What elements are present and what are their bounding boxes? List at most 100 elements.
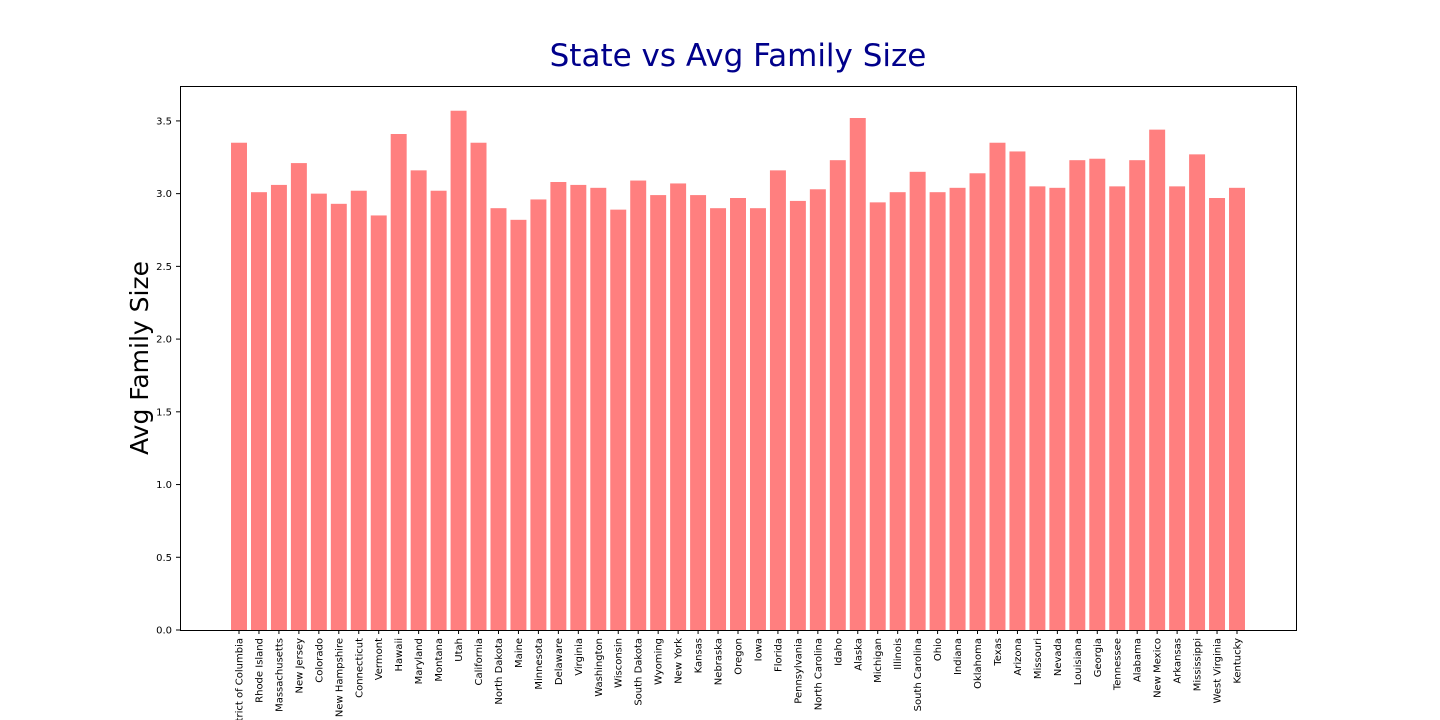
bar	[570, 184, 587, 630]
y-tick-label: 0.0	[156, 626, 172, 637]
bar	[290, 163, 307, 630]
bar	[330, 203, 347, 630]
bar	[410, 170, 427, 631]
bar	[610, 209, 627, 630]
x-tick-label: Connecticut	[354, 638, 365, 698]
y-axis-title: Avg Family Size	[125, 261, 154, 455]
x-tick-label: Pennsylvania	[793, 638, 804, 704]
x-tick-label: Oregon	[734, 638, 745, 675]
bar	[510, 219, 527, 630]
x-tick-label: Michigan	[873, 638, 884, 683]
bar	[829, 160, 846, 630]
bar	[1089, 158, 1106, 631]
bar	[1229, 187, 1245, 630]
bar	[350, 190, 367, 631]
bar	[849, 118, 866, 630]
bar	[1189, 154, 1206, 631]
bar	[470, 142, 487, 631]
bar	[490, 208, 507, 630]
x-tick-label: Georgia	[1093, 638, 1104, 677]
y-tick-label: 3.0	[156, 189, 172, 200]
x-tick-label: Montana	[434, 638, 445, 682]
bar	[231, 142, 247, 631]
bar	[450, 110, 467, 631]
x-tick-label: South Carolina	[913, 638, 924, 711]
x-tick-label: Kentucky	[1233, 638, 1244, 684]
x-tick-label: Vermont	[374, 638, 385, 680]
x-tick-label: Ohio	[933, 638, 944, 661]
bar	[1069, 160, 1086, 630]
bar	[1049, 187, 1066, 630]
x-tick-label: Delaware	[554, 638, 565, 685]
y-tick-label: 1.0	[156, 480, 172, 491]
bar	[889, 192, 906, 630]
bar	[809, 189, 826, 630]
x-tick-label: Nevada	[1053, 638, 1064, 676]
bars-layer	[231, 110, 1245, 631]
y-tick-label: 1.5	[156, 407, 172, 418]
bar	[390, 134, 407, 630]
x-tick-label: South Dakota	[634, 638, 645, 706]
x-tick-label: North Carolina	[813, 638, 824, 710]
x-tick-label: Maine	[514, 638, 525, 668]
bar	[670, 183, 687, 630]
x-tick-label: Iowa	[753, 638, 764, 661]
y-tick-label: 2.5	[156, 262, 172, 273]
x-tick-label: California	[474, 638, 485, 686]
bar	[969, 173, 986, 630]
bar	[769, 170, 786, 631]
bar	[869, 202, 886, 631]
x-tick-label: Colorado	[314, 638, 325, 683]
x-tick-label: Kansas	[694, 638, 705, 673]
x-tick-label: Maryland	[414, 638, 425, 684]
x-tick-label: District of Columbia	[235, 638, 246, 720]
x-tick-label: Arkansas	[1173, 638, 1184, 684]
bar	[1149, 129, 1166, 630]
x-tick-label: Minnesota	[534, 638, 545, 690]
x-tick-label: Arizona	[1013, 638, 1024, 676]
x-tick-label: Massachusetts	[274, 638, 285, 712]
x-axis: District of Columbia Rhode Island Massachu…	[235, 630, 1244, 720]
y-tick-label: 0.5	[156, 553, 172, 564]
x-tick-label: New Jersey	[294, 638, 305, 694]
x-tick-label: Texas	[993, 638, 1004, 667]
x-tick-label: Alaska	[853, 638, 864, 671]
y-tick-label: 2.0	[156, 335, 172, 346]
bar	[530, 199, 547, 630]
bar	[550, 182, 567, 630]
bar	[370, 215, 387, 630]
bar	[430, 190, 447, 631]
x-tick-label: Utah	[454, 638, 465, 662]
bar	[1209, 198, 1226, 630]
bar	[989, 142, 1006, 631]
bar	[730, 198, 746, 630]
y-axis: 0.0 0.5 1.0 1.5 2.0 2.5 3.0 3.5	[156, 116, 180, 637]
x-tick-label: New Mexico	[1153, 638, 1164, 698]
bar	[630, 180, 647, 631]
x-tick-label: Louisiana	[1073, 638, 1084, 685]
x-tick-label: Florida	[773, 638, 784, 672]
x-tick-label: Virginia	[574, 638, 585, 676]
bar	[749, 208, 766, 630]
bar	[909, 171, 926, 630]
bar	[270, 184, 287, 630]
x-tick-label: New York	[674, 638, 685, 684]
bar	[1009, 151, 1026, 630]
bar	[929, 192, 946, 630]
x-tick-label: New Hampshire	[334, 638, 345, 717]
x-tick-label: Hawaii	[394, 638, 405, 672]
bar	[1129, 160, 1146, 630]
bar	[250, 192, 267, 630]
x-tick-label: Mississippi	[1193, 638, 1204, 691]
bar	[650, 195, 667, 630]
x-tick-label: Alabama	[1133, 638, 1144, 682]
x-tick-label: Rhode Island	[254, 638, 265, 703]
y-tick-label: 3.5	[156, 116, 172, 127]
bar	[789, 200, 806, 630]
x-tick-label: Illinois	[893, 638, 904, 670]
x-tick-label: Wisconsin	[614, 638, 625, 688]
x-tick-label: Tennessee	[1113, 638, 1124, 691]
bar	[1169, 186, 1186, 631]
bar	[310, 193, 327, 630]
